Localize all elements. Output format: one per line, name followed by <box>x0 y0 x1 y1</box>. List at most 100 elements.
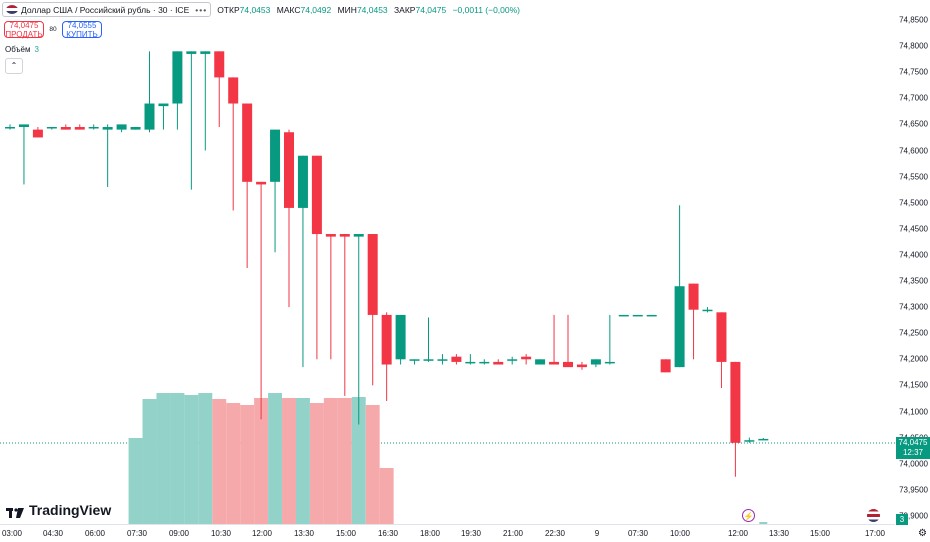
volume-bar <box>351 397 366 524</box>
settings-gear-icon[interactable]: ⚙ <box>918 528 927 539</box>
candle <box>46 127 57 130</box>
time-tick: 18:00 <box>419 529 441 538</box>
candle-body <box>549 361 560 365</box>
volume-label: Объём <box>5 45 31 54</box>
tradingview-mark-icon <box>6 505 24 518</box>
candle-body <box>507 359 518 361</box>
candle <box>590 359 601 368</box>
candle <box>381 312 392 402</box>
candle-body <box>32 129 43 138</box>
candle-body <box>646 314 657 317</box>
candle-body <box>284 132 294 208</box>
candle <box>423 317 434 362</box>
volume-bar <box>295 398 310 524</box>
price-axis[interactable]: 74,8500 74,8000 74,7500 74,7000 74,6500 74,60… <box>895 0 930 541</box>
candle <box>521 354 532 365</box>
more-dots-icon[interactable]: ••• <box>195 4 208 15</box>
time-tick: 17:00 <box>864 529 886 538</box>
volume-bar <box>226 403 241 524</box>
candle <box>242 103 253 268</box>
price-tick: 74,1500 <box>899 380 928 390</box>
candle-body <box>60 127 71 130</box>
candle-body <box>381 314 392 365</box>
volume-last-label: 3 <box>896 514 908 525</box>
candle-body <box>632 314 643 317</box>
candle-body <box>395 314 406 360</box>
price-tick: 74,0000 <box>899 459 928 469</box>
candle-body <box>242 103 253 182</box>
last-price-label: 74,0475 12:37 <box>896 437 930 459</box>
candle-body <box>18 124 29 128</box>
candle <box>74 124 85 130</box>
candle-body <box>493 361 504 365</box>
time-axis[interactable]: 03:00 04:30 06:00 07:30 09:00 10:30 12:00 13:30… <box>0 524 895 542</box>
candlestick-chart[interactable] <box>0 0 895 524</box>
candle-body <box>674 286 685 368</box>
sell-button[interactable]: 74,0475 ПРОДАТЬ <box>4 21 44 38</box>
candle-body <box>130 127 141 130</box>
trade-buttons: 74,0475 ПРОДАТЬ 80 74,0555 КУПИТЬ <box>4 21 102 38</box>
candle-body <box>423 359 434 361</box>
volume-bar <box>282 398 296 524</box>
tradingview-logo[interactable]: TradingView <box>6 502 111 518</box>
candle-body <box>521 356 532 360</box>
candle <box>646 314 657 317</box>
chevron-up-icon[interactable]: ⌃ <box>5 58 23 74</box>
volume-bar <box>309 403 324 524</box>
low-label: МИН <box>337 4 357 15</box>
price-tick: 74,7000 <box>899 93 928 103</box>
close-label: ЗАКР <box>394 4 416 15</box>
candle <box>563 314 573 368</box>
time-tick: 07:30 <box>126 529 148 538</box>
candle-body <box>214 51 225 78</box>
candle-body <box>563 361 573 368</box>
usd-rub-flag-icon <box>6 5 18 14</box>
candle <box>688 283 699 360</box>
volume-bar <box>254 398 269 524</box>
candle <box>172 51 183 130</box>
symbol-selector[interactable]: Доллар США / Российский рубль · 30 · ICE… <box>2 2 212 17</box>
candle <box>493 359 504 365</box>
price-tick: 74,8000 <box>899 41 928 51</box>
time-tick: 13:30 <box>768 529 790 538</box>
candle <box>144 51 155 133</box>
time-tick: 22:30 <box>544 529 566 538</box>
price-tick: 74,2000 <box>899 354 928 364</box>
candle <box>339 234 350 396</box>
candle-body <box>256 181 267 185</box>
candle-body <box>144 103 155 130</box>
candle <box>618 314 629 317</box>
volume-legend: Объём 3 <box>5 45 39 54</box>
lightning-event-icon[interactable]: ⚡ <box>742 509 755 522</box>
symbol-title: Доллар США / Российский рубль · 30 · ICE <box>21 4 190 15</box>
candle <box>549 314 560 365</box>
candle-body <box>702 309 713 312</box>
candle-body <box>437 359 448 361</box>
volume-bar <box>337 398 352 524</box>
time-tick: 09:00 <box>168 529 190 538</box>
candle-body <box>758 438 769 441</box>
candle <box>158 103 169 130</box>
candle <box>353 234 364 425</box>
buy-button[interactable]: 74,0555 КУПИТЬ <box>62 21 102 38</box>
price-tick: 74,3000 <box>899 302 928 312</box>
time-tick: 13:30 <box>293 529 315 538</box>
change-value: −0,0011 (−0,00%) <box>452 4 521 15</box>
candle-body <box>465 361 476 364</box>
price-tick: 74,5500 <box>899 172 928 182</box>
high-label: МАКС <box>276 4 301 15</box>
candle-body <box>535 359 546 365</box>
candle <box>116 124 127 133</box>
time-tick: 06:00 <box>84 529 106 538</box>
time-tick: 12:00 <box>251 529 273 538</box>
volume-bar <box>156 393 171 524</box>
candle <box>130 127 141 130</box>
last-price-value: 74,0475 <box>898 438 928 447</box>
candle-body <box>228 77 239 104</box>
candle-body <box>46 127 57 129</box>
volume-value: 3 <box>34 45 39 54</box>
time-tick: 19:30 <box>460 529 482 538</box>
candle-body <box>311 155 322 235</box>
volume-bar <box>379 468 394 524</box>
us-flag-event-icon[interactable] <box>867 509 880 522</box>
